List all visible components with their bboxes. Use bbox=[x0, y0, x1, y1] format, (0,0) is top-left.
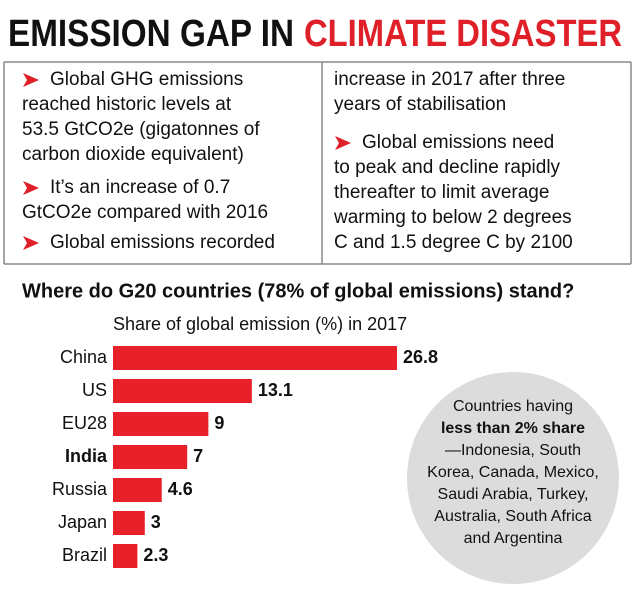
bullet-text: C and 1.5 degree C by 2100 bbox=[334, 232, 573, 253]
bullet-arrow bbox=[335, 136, 351, 150]
bullet-text: 53.5 GtCO2e (gigatonnes of bbox=[22, 119, 260, 140]
bullet-text: thereafter to limit average bbox=[334, 182, 549, 203]
bullet-text: Global GHG emissions bbox=[50, 69, 243, 90]
bullet-text: Global emissions need bbox=[362, 132, 554, 153]
note-circle bbox=[407, 372, 619, 584]
note-text: —Indonesia, South bbox=[445, 442, 581, 459]
bar bbox=[113, 478, 162, 502]
bar bbox=[113, 544, 138, 568]
value-label: 13.1 bbox=[258, 380, 293, 400]
bullet-arrow bbox=[23, 181, 39, 195]
bullet-text: carbon dioxide equivalent) bbox=[22, 144, 244, 165]
chart-subtitle: Share of global emission (%) in 2017 bbox=[113, 314, 407, 334]
note-text: Saudi Arabia, Turkey, bbox=[438, 486, 589, 503]
bullet-text: reached historic levels at bbox=[22, 94, 232, 115]
title-part2: CLIMATE DISASTER bbox=[304, 13, 622, 55]
value-label: 2.3 bbox=[143, 545, 168, 565]
category-label: Brazil bbox=[62, 545, 107, 565]
bar bbox=[113, 445, 188, 469]
category-label: China bbox=[60, 347, 108, 367]
value-label: 9 bbox=[214, 413, 224, 433]
chart-title: Where do G20 countries (78% of global em… bbox=[22, 280, 574, 302]
bullet-arrow bbox=[23, 236, 39, 250]
value-label: 7 bbox=[193, 446, 203, 466]
bar bbox=[113, 511, 145, 535]
category-label: Russia bbox=[52, 479, 108, 499]
bar bbox=[113, 379, 252, 403]
bullet-text: Global emissions recorded bbox=[50, 232, 275, 253]
bullet-text: to peak and decline rapidly bbox=[334, 157, 561, 178]
bullet-text: It’s an increase of 0.7 bbox=[50, 177, 230, 198]
bar bbox=[113, 346, 397, 370]
bullet-text: warming to below 2 degrees bbox=[333, 207, 572, 228]
note-text: Korea, Canada, Mexico, bbox=[427, 464, 599, 481]
bullet-text: GtCO2e compared with 2016 bbox=[22, 202, 268, 223]
bar bbox=[113, 412, 209, 436]
category-label: US bbox=[82, 380, 107, 400]
note-text: Countries having bbox=[453, 398, 573, 415]
bullet-arrow bbox=[23, 73, 39, 87]
value-label: 4.6 bbox=[168, 479, 193, 499]
title-part1: EMISSION GAP IN bbox=[8, 13, 294, 55]
category-label: India bbox=[65, 446, 108, 466]
category-label: Japan bbox=[58, 512, 107, 532]
category-label: EU28 bbox=[62, 413, 107, 433]
note-text: Australia, South Africa bbox=[434, 508, 592, 525]
note-text: less than 2% share bbox=[441, 420, 585, 437]
value-label: 26.8 bbox=[403, 347, 438, 367]
note-text: and Argentina bbox=[464, 530, 563, 547]
bullet-text: years of stabilisation bbox=[334, 94, 506, 115]
bullet-text: increase in 2017 after three bbox=[334, 69, 565, 90]
value-label: 3 bbox=[151, 512, 161, 532]
